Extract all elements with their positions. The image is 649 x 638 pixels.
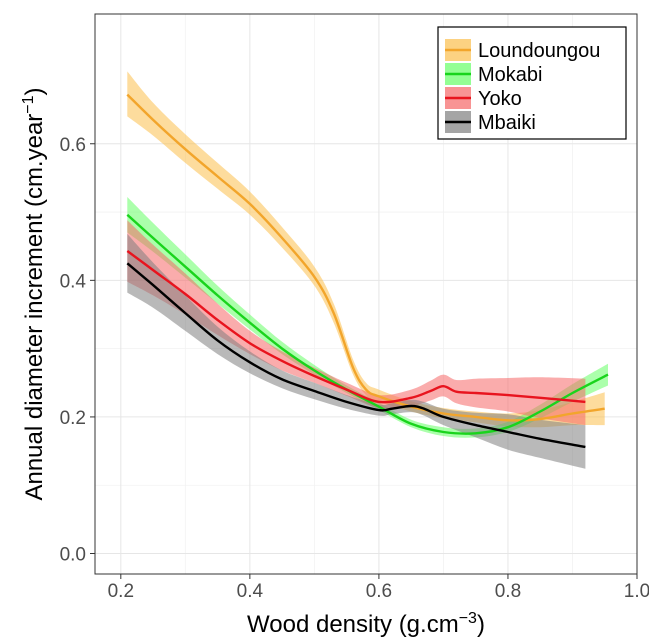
line-mbaiki	[126, 262, 586, 449]
confidence-bands	[127, 71, 609, 469]
legend-item-loundoungou: Loundoungou	[445, 39, 600, 62]
x-tick-label: 0.8	[495, 581, 521, 602]
legend-label: Mbaiki	[478, 112, 536, 134]
plot-panel-border	[94, 13, 638, 575]
band-mbaiki	[127, 233, 586, 469]
y-tick-label: 0.4	[60, 271, 87, 292]
x-axis-title: Wood density (g.cm−3)	[247, 610, 485, 638]
line-mokabi	[126, 213, 609, 435]
y-axis-ticks: 0.0 0.2 0.4 0.6	[60, 135, 95, 566]
band-yoko	[127, 220, 586, 426]
line-yoko	[126, 250, 586, 404]
legend-label: Loundoungou	[478, 40, 600, 62]
y-tick-label: 0.2	[60, 408, 86, 429]
legend-item-mokabi: Mokabi	[445, 63, 542, 86]
x-tick-label: 0.6	[366, 581, 392, 602]
legend-item-mbaiki: Mbaiki	[445, 111, 536, 134]
series-lines	[126, 93, 609, 449]
x-tick-label: 0.2	[108, 581, 134, 602]
x-tick-label: 0.4	[237, 581, 264, 602]
legend-label: Yoko	[478, 88, 522, 110]
line-loundoungou	[126, 93, 605, 422]
legend-label: Mokabi	[478, 64, 542, 86]
y-tick-label: 0.6	[60, 135, 86, 156]
y-axis-title: Annual diameter increment (cm.year−1)	[20, 87, 48, 500]
legend-item-yoko: Yoko	[445, 87, 522, 110]
x-axis-ticks: 0.2 0.4 0.6 0.8 1.0	[108, 574, 649, 602]
y-tick-label: 0.0	[60, 545, 86, 566]
x-tick-label: 1.0	[624, 581, 649, 602]
